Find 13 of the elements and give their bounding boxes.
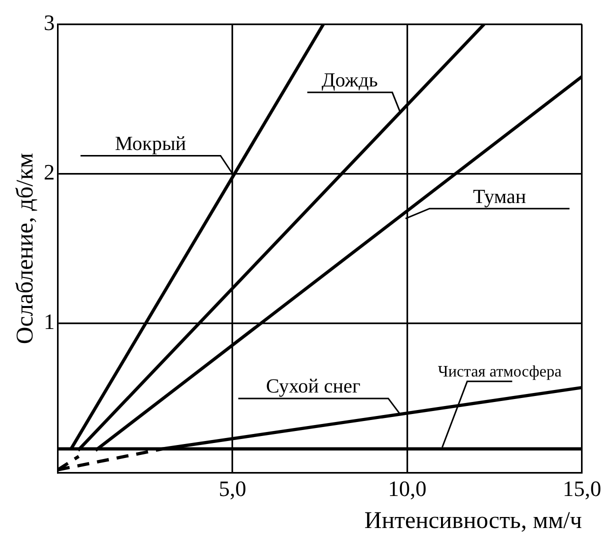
x-tick-label: 15,0 bbox=[562, 476, 602, 501]
y-tick-label: 2 bbox=[44, 160, 55, 185]
annotation: Мокрый bbox=[114, 132, 186, 155]
y-tick-label: 1 bbox=[44, 309, 55, 334]
y-axis-title: Ослабление, дб/км bbox=[12, 152, 39, 344]
annotation: Сухой снег bbox=[266, 376, 361, 398]
x-tick-label: 5,0 bbox=[218, 476, 246, 501]
annotation: Дождь bbox=[322, 70, 378, 92]
y-tick-label: 3 bbox=[44, 10, 55, 35]
annotation: Туман bbox=[472, 186, 526, 208]
annotation: Чистая атмосфера bbox=[438, 364, 562, 381]
x-axis-title: Интенсивность, мм/ч bbox=[364, 508, 582, 534]
x-tick-label: 10,0 bbox=[388, 476, 427, 501]
